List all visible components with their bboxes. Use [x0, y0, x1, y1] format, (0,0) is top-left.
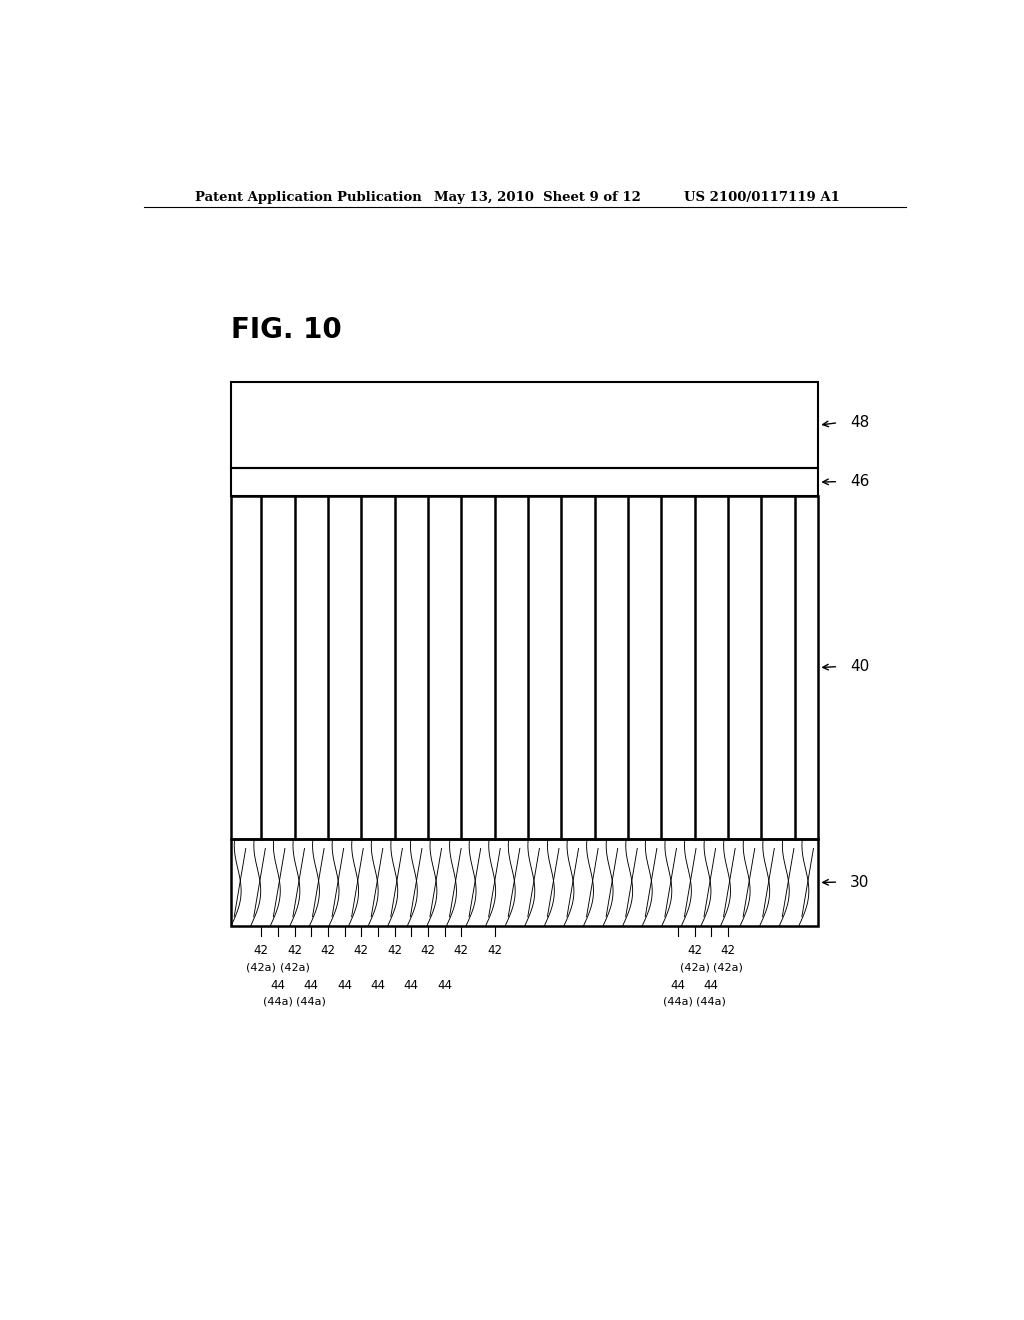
Text: 46: 46: [850, 474, 869, 490]
Text: 42: 42: [421, 944, 435, 957]
Text: 42: 42: [254, 944, 269, 957]
Text: (42a): (42a): [680, 962, 710, 973]
Text: 42: 42: [387, 944, 402, 957]
Text: (42a): (42a): [713, 962, 742, 973]
Text: 42: 42: [687, 944, 702, 957]
Text: (42a): (42a): [247, 962, 276, 973]
Text: FIG. 10: FIG. 10: [231, 315, 342, 345]
Text: 44: 44: [304, 978, 318, 991]
Text: 44: 44: [337, 978, 352, 991]
Text: 42: 42: [287, 944, 302, 957]
Text: 42: 42: [354, 944, 369, 957]
Bar: [231, 496, 818, 840]
Bar: [231, 381, 818, 469]
Text: (44a): (44a): [696, 997, 726, 1007]
Text: (44a): (44a): [663, 997, 693, 1007]
Bar: [231, 469, 818, 496]
Text: (44a): (44a): [263, 997, 293, 1007]
Text: US 2100/0117119 A1: US 2100/0117119 A1: [684, 191, 840, 203]
Bar: [231, 469, 818, 496]
Bar: [231, 496, 818, 840]
Text: 42: 42: [321, 944, 336, 957]
Text: 44: 44: [703, 978, 719, 991]
Bar: [231, 840, 818, 925]
Text: (42a): (42a): [280, 962, 309, 973]
Text: 40: 40: [850, 659, 869, 675]
Text: 44: 44: [671, 978, 685, 991]
Bar: [231, 840, 818, 925]
Text: 48: 48: [850, 416, 869, 430]
Text: 44: 44: [437, 978, 453, 991]
Text: 44: 44: [403, 978, 419, 991]
Text: 44: 44: [371, 978, 385, 991]
Text: Patent Application Publication: Patent Application Publication: [196, 191, 422, 203]
Text: 30: 30: [850, 875, 869, 890]
Bar: [231, 381, 818, 469]
Text: May 13, 2010  Sheet 9 of 12: May 13, 2010 Sheet 9 of 12: [433, 191, 640, 203]
Text: (44a): (44a): [296, 997, 327, 1007]
Text: 42: 42: [454, 944, 469, 957]
Text: 42: 42: [721, 944, 735, 957]
Text: 44: 44: [270, 978, 286, 991]
Text: 42: 42: [487, 944, 502, 957]
